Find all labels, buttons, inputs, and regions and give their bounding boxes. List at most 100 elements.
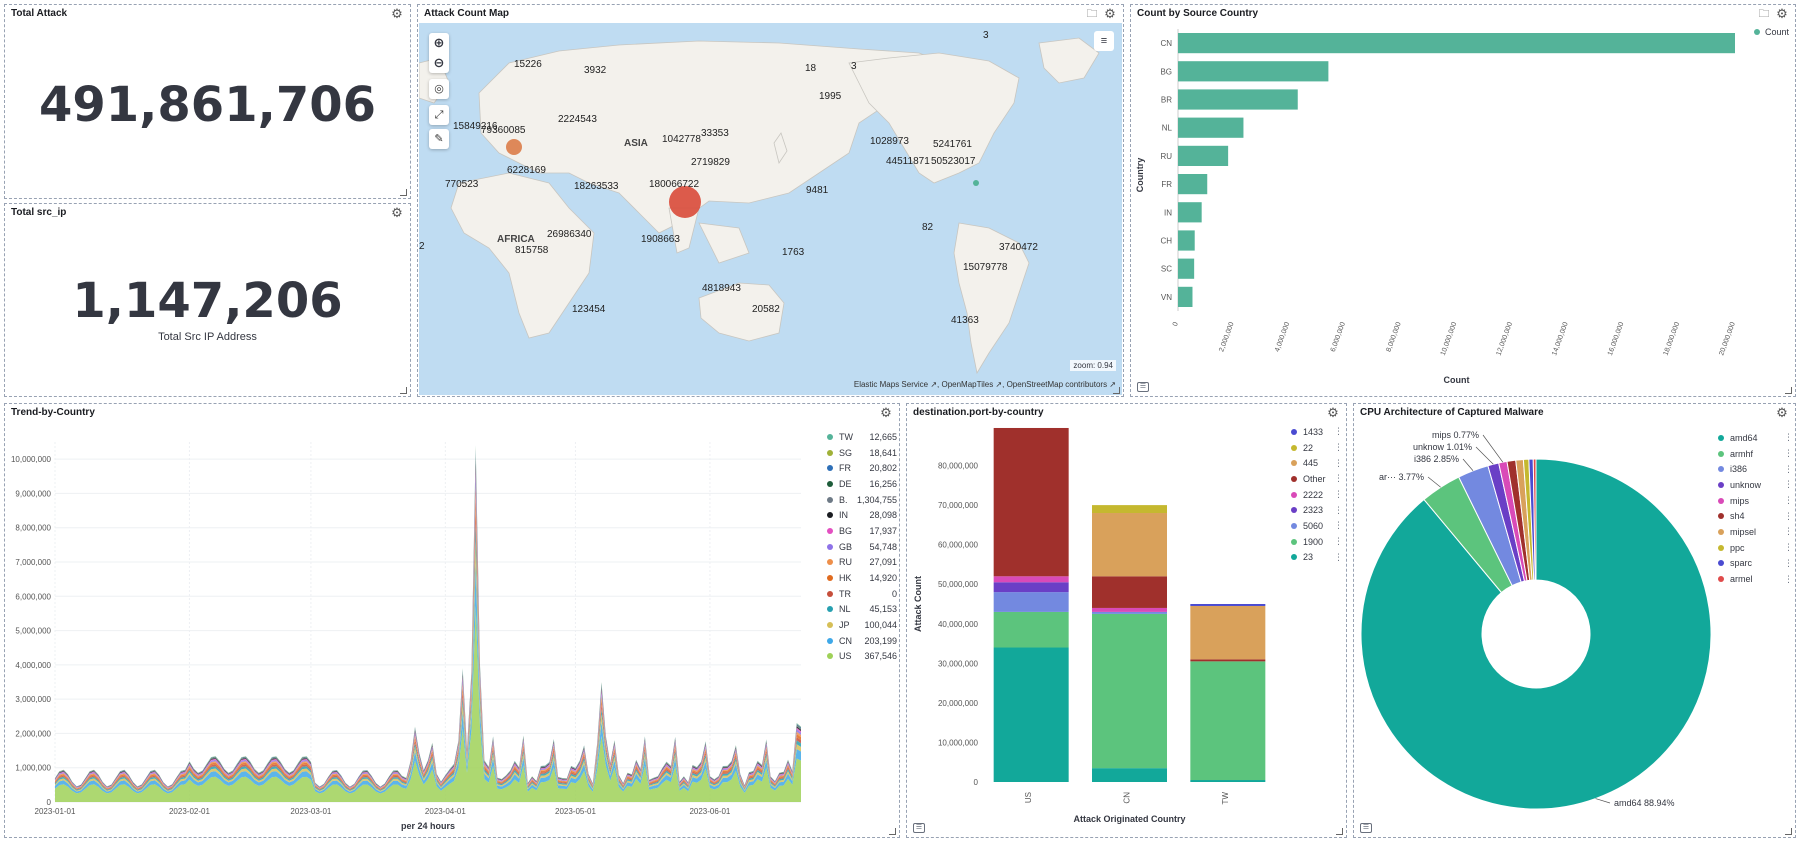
- legend-item[interactable]: US 367,546: [827, 649, 897, 665]
- resize-handle[interactable]: [889, 828, 896, 835]
- legend-item[interactable]: HK 14,920: [827, 570, 897, 586]
- legend-item[interactable]: 445 ⋮: [1291, 455, 1343, 471]
- area-series[interactable]: [55, 484, 801, 789]
- legend-item[interactable]: TR 0: [827, 586, 897, 602]
- legend-menu-icon[interactable]: ⋮: [1784, 479, 1793, 490]
- legend-item[interactable]: IN 28,098: [827, 507, 897, 523]
- bar-segment-2222[interactable]: [1092, 607, 1167, 612]
- gear-icon[interactable]: ⚙: [391, 205, 403, 220]
- inspect-icon[interactable]: ☰: [913, 823, 925, 833]
- area-series[interactable]: [55, 449, 801, 787]
- legend-item[interactable]: DE 16,256: [827, 476, 897, 492]
- expand-icon[interactable]: ⤢: [429, 105, 449, 125]
- bar-segment-445[interactable]: [1092, 513, 1167, 577]
- area-series[interactable]: [55, 541, 801, 792]
- area-series[interactable]: [55, 466, 801, 788]
- legend-item[interactable]: BG 17,937: [827, 523, 897, 539]
- resize-handle[interactable]: [400, 189, 407, 196]
- legend-menu-icon[interactable]: ⋮: [1334, 504, 1343, 515]
- legend-menu-icon[interactable]: ⋮: [1334, 442, 1343, 453]
- bar-segment-5060[interactable]: [1092, 611, 1167, 614]
- area-series[interactable]: [55, 523, 801, 791]
- legend-menu-icon[interactable]: ⋮: [1334, 473, 1343, 484]
- bar-CN[interactable]: [1178, 33, 1735, 54]
- resize-handle[interactable]: [1113, 387, 1120, 394]
- cpu-legend[interactable]: amd64 ⋮ armhf ⋮ i386 ⋮ unknow ⋮ mips ⋮ sh4 ⋮ mipsel ⋮…: [1718, 430, 1793, 587]
- bar-segment-Other[interactable]: [993, 427, 1069, 577]
- bar-segment-Other[interactable]: [1190, 659, 1266, 662]
- bar-FR[interactable]: [1178, 174, 1208, 195]
- bar-VN[interactable]: [1178, 286, 1193, 307]
- resize-handle[interactable]: [1785, 387, 1792, 394]
- legend-item[interactable]: NL 45,153: [827, 602, 897, 618]
- bar-segment-445[interactable]: [1190, 605, 1266, 660]
- area-series[interactable]: [55, 447, 801, 787]
- legend-item[interactable]: SG 18,641: [827, 445, 897, 461]
- tools-icon[interactable]: ✎: [429, 129, 449, 149]
- legend-item[interactable]: 2222 ⋮: [1291, 487, 1343, 503]
- legend-item[interactable]: 2323 ⋮: [1291, 502, 1343, 518]
- area-series[interactable]: [55, 495, 801, 790]
- bar-segment-1900[interactable]: [1190, 661, 1266, 781]
- bar-RU[interactable]: [1178, 145, 1229, 166]
- legend-item[interactable]: Other ⋮: [1291, 471, 1343, 487]
- bar-segment-Other[interactable]: [1092, 576, 1167, 608]
- slice-armel[interactable]: [1532, 458, 1537, 581]
- legend-item[interactable]: CN 203,199: [827, 633, 897, 649]
- bar-CH[interactable]: [1178, 230, 1195, 251]
- gear-icon[interactable]: ⚙: [1776, 6, 1788, 21]
- legend-item[interactable]: 23 ⋮: [1291, 550, 1343, 566]
- legend-item[interactable]: armel ⋮: [1718, 571, 1793, 587]
- resize-handle[interactable]: [400, 387, 407, 394]
- bar-segment-5060[interactable]: [993, 592, 1069, 612]
- bar-segment-2323[interactable]: [993, 582, 1069, 593]
- area-series[interactable]: [55, 445, 801, 787]
- legend-menu-icon[interactable]: ⋮: [1334, 536, 1343, 547]
- bar-segment-22[interactable]: [1092, 505, 1167, 514]
- bar-NL[interactable]: [1178, 117, 1244, 138]
- legend-menu-icon[interactable]: ⋮: [1784, 542, 1793, 553]
- inspect-icon[interactable]: ☰: [1137, 382, 1149, 392]
- legend-item[interactable]: unknow ⋮: [1718, 477, 1793, 493]
- folder-icon[interactable]: 🗀: [1758, 8, 1770, 20]
- map-zoom-in[interactable]: ⊕ ⊖: [429, 33, 449, 73]
- legend-item[interactable]: JP 100,044: [827, 617, 897, 633]
- bar-segment-1433[interactable]: [1190, 604, 1266, 606]
- legend-item[interactable]: GB 54,748: [827, 539, 897, 555]
- port-legend[interactable]: 1433 ⋮ 22 ⋮ 445 ⋮ Other ⋮ 2222 ⋮ 2323 ⋮ 5060 ⋮ 1900 ⋮ 23…: [1291, 424, 1343, 565]
- legend-menu-icon[interactable]: ⋮: [1334, 457, 1343, 468]
- area-series[interactable]: [55, 563, 801, 794]
- minus-icon[interactable]: ⊖: [433, 55, 445, 70]
- bar-segment-2222[interactable]: [993, 576, 1069, 583]
- legend-item[interactable]: i386 ⋮: [1718, 461, 1793, 477]
- legend-menu-icon[interactable]: ⋮: [1784, 557, 1793, 568]
- bar-BG[interactable]: [1178, 61, 1329, 82]
- layers-toggle-icon[interactable]: ≡: [1094, 31, 1114, 51]
- legend-menu-icon[interactable]: ⋮: [1784, 448, 1793, 459]
- legend-item[interactable]: 1433 ⋮: [1291, 424, 1343, 440]
- legend-item[interactable]: 5060 ⋮: [1291, 518, 1343, 534]
- bar-segment-23[interactable]: [1190, 780, 1266, 782]
- map-canvas[interactable]: 15226 3932 18 3 1995 2224543 15849216 79360085 1…: [419, 23, 1122, 395]
- plus-icon[interactable]: ⊕: [433, 35, 445, 50]
- legend-menu-icon[interactable]: ⋮: [1784, 432, 1793, 443]
- gear-icon[interactable]: ⚙: [1776, 405, 1788, 420]
- bar-IN[interactable]: [1178, 202, 1202, 223]
- gear-icon[interactable]: ⚙: [1104, 6, 1116, 21]
- country-legend[interactable]: Count: [1753, 27, 1789, 37]
- gear-icon[interactable]: ⚙: [880, 405, 892, 420]
- legend-item[interactable]: FR 20,802: [827, 460, 897, 476]
- area-series[interactable]: [55, 474, 801, 789]
- trend-legend[interactable]: TW 12,665 SG 18,641 FR 20,802 DE 16,256 B. 1,304,…: [827, 429, 897, 664]
- bar-segment-1900[interactable]: [993, 611, 1069, 648]
- gear-icon[interactable]: ⚙: [391, 6, 403, 21]
- area-series[interactable]: [55, 456, 801, 788]
- bar-segment-23[interactable]: [1092, 768, 1167, 782]
- legend-menu-icon[interactable]: ⋮: [1334, 489, 1343, 500]
- bar-BR[interactable]: [1178, 89, 1298, 110]
- legend-item[interactable]: 1900 ⋮: [1291, 534, 1343, 550]
- area-series[interactable]: [55, 452, 801, 787]
- bar-SC[interactable]: [1178, 258, 1195, 279]
- inspect-icon[interactable]: ☰: [1360, 823, 1372, 833]
- legend-menu-icon[interactable]: ⋮: [1334, 551, 1343, 562]
